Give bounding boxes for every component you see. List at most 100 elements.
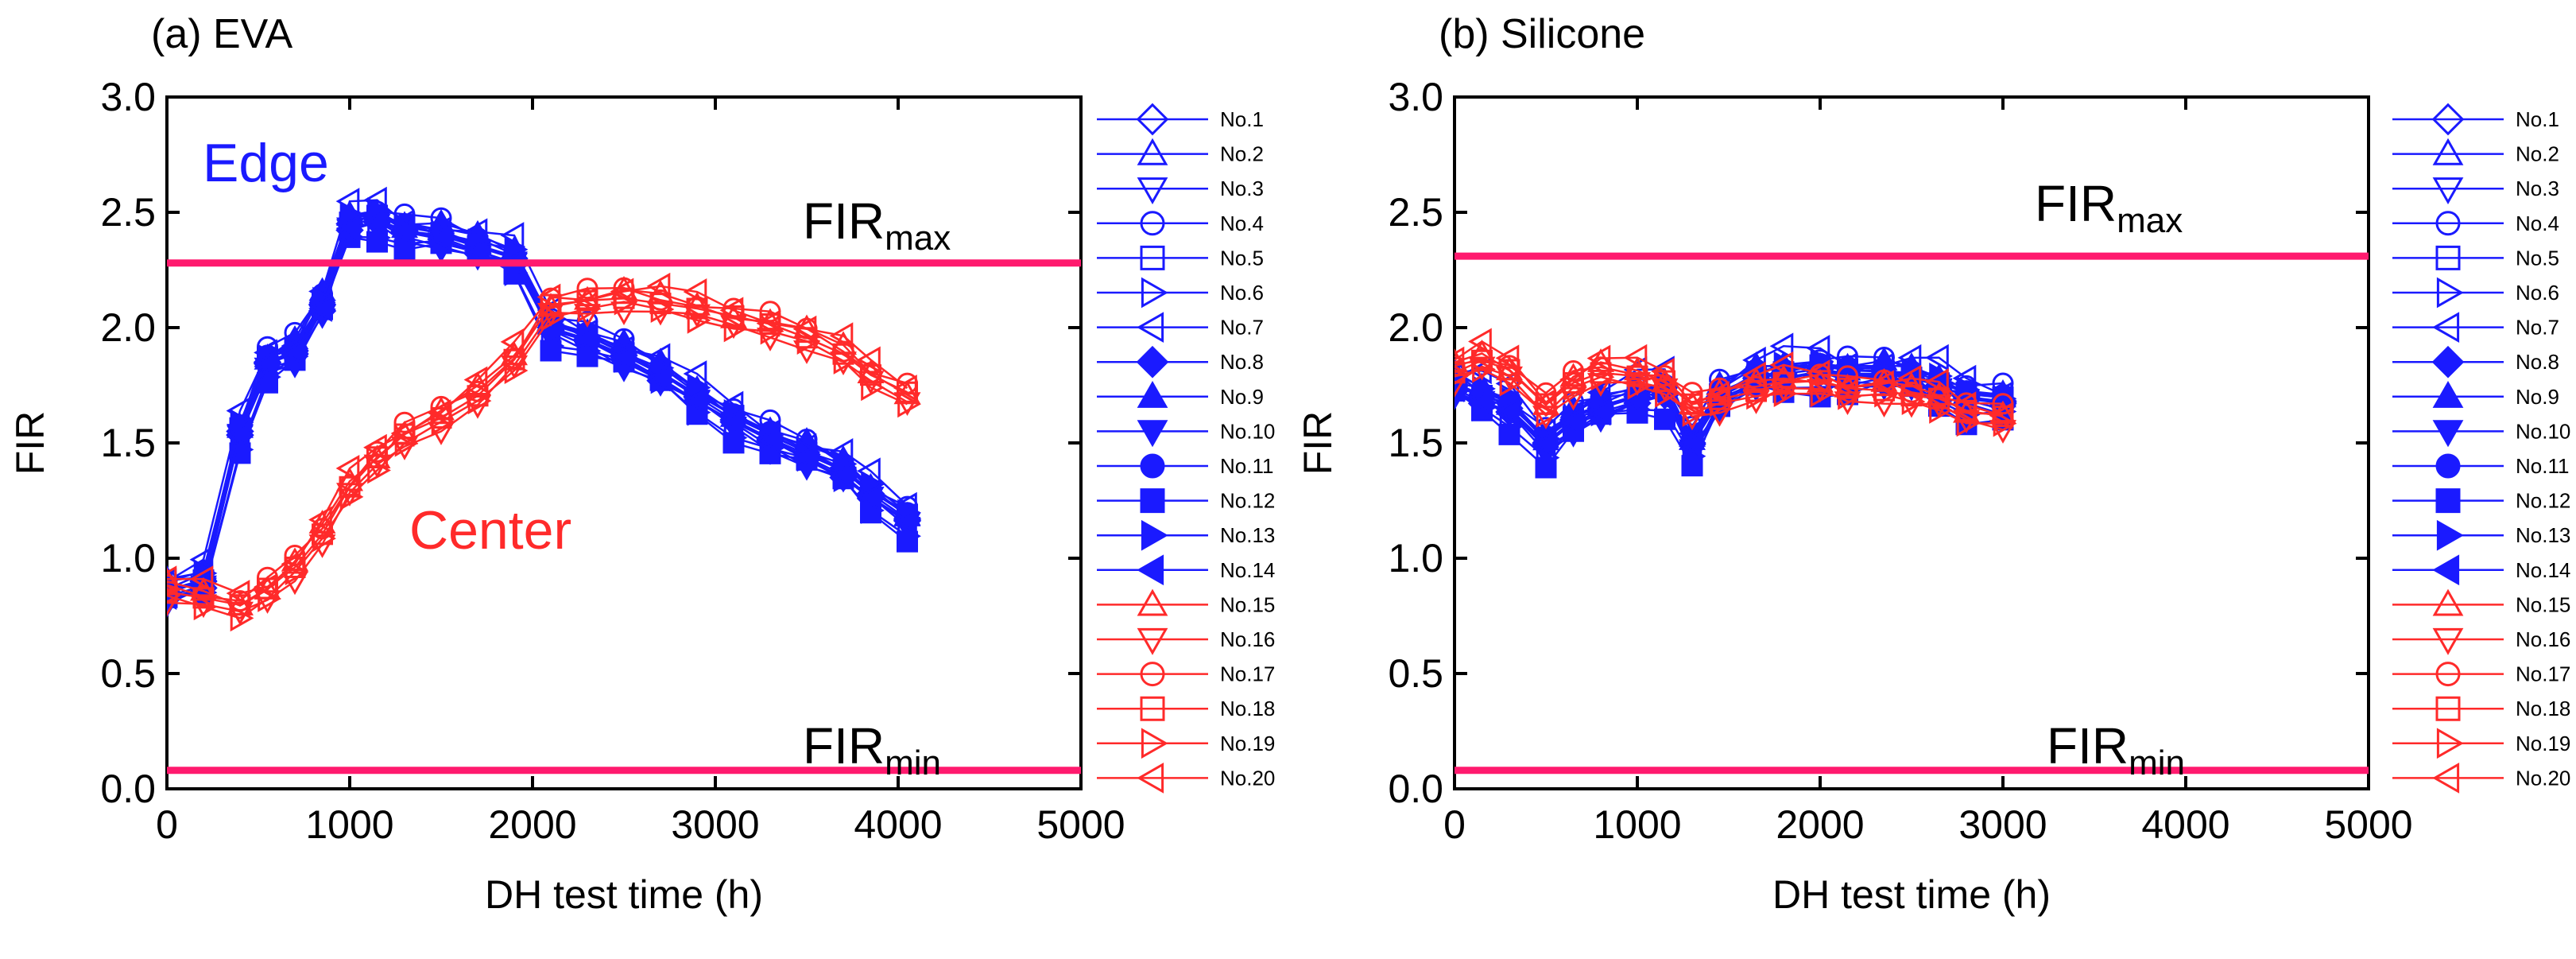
data-point-No.19	[614, 288, 638, 316]
legend-marker-No.17	[1140, 662, 1165, 687]
data-point-No.20	[1952, 391, 1977, 419]
data-point-No.12	[897, 530, 918, 553]
x-tick-label: 3000	[671, 802, 759, 847]
data-point-No.19	[312, 525, 336, 553]
legend-marker-No.14	[1137, 554, 1164, 586]
data-point-No.20	[500, 328, 525, 355]
legend-marker-No.2	[2432, 138, 2464, 165]
chart-title: (a) EVA	[151, 11, 293, 57]
series-layer	[167, 186, 922, 632]
x-tick-label: 3000	[1958, 802, 2047, 847]
data-point-No.19	[167, 588, 181, 604]
data-point-No.20	[167, 565, 177, 593]
x-tick-label: 4000	[2141, 802, 2229, 847]
legend-marker-No.2	[1137, 138, 1168, 165]
data-point-No.20	[335, 454, 360, 482]
legend-label: No.18	[1220, 697, 1275, 720]
y-tick-label: 1.0	[1388, 536, 1443, 580]
data-point-No.14	[363, 208, 387, 235]
legend-marker-No.20	[2432, 763, 2460, 794]
data-point-No.20	[537, 283, 561, 311]
data-point-No.14	[1678, 430, 1702, 458]
x-tick-label: 4000	[854, 802, 942, 847]
data-point-No.20	[610, 278, 634, 305]
legend-marker-No.1	[1136, 103, 1169, 136]
y-tick-label: 0.0	[100, 767, 156, 811]
y-tick-label: 3.0	[100, 75, 156, 119]
hline-label-FIRmax: FIRmax	[803, 192, 951, 258]
data-point-No.19	[833, 347, 858, 375]
legend-label: No.4	[2516, 212, 2559, 235]
data-point-No.20	[1586, 344, 1611, 372]
legend-marker-No.18	[2435, 696, 2461, 721]
legend-eva: No.1 No.2 No.3 No.4 No.5 No.6 No.7 No.8 No.9 No.1…	[1097, 103, 1275, 794]
data-point-No.20	[719, 297, 744, 324]
data-point-No.20	[1806, 359, 1830, 387]
data-point-No.19	[1929, 396, 1953, 424]
data-point-No.19	[1472, 355, 1496, 383]
legend-marker-No.15	[1137, 588, 1168, 616]
y-tick-label: 3.0	[1388, 75, 1443, 119]
legend-label: No.5	[2516, 246, 2559, 270]
legend-marker-No.9	[1137, 380, 1168, 408]
legend-marker-No.19	[1141, 728, 1168, 759]
data-point-No.20	[792, 315, 817, 343]
x-tick-label: 5000	[1036, 802, 1125, 847]
data-point-No.19	[1655, 380, 1679, 408]
x-axis-label: DH test time (h)	[485, 872, 763, 917]
legend-marker-No.17	[2435, 662, 2461, 687]
data-point-No.14	[573, 326, 598, 354]
x-tick-label: 1000	[305, 802, 393, 847]
series-layer	[1455, 328, 2017, 479]
data-point-No.14	[308, 294, 332, 322]
legend-label: No.10	[2516, 419, 2570, 443]
data-point-No.14	[1586, 398, 1611, 426]
data-point-No.14	[829, 461, 854, 489]
legend-label: No.5	[1220, 246, 1264, 270]
data-point-No.14	[254, 349, 277, 377]
data-point-No.20	[1495, 344, 1520, 372]
hline-label-FIRmin: FIRmin	[2047, 717, 2185, 782]
data-point-No.20	[1455, 346, 1465, 374]
x-axis-label: DH test time (h)	[1772, 872, 2051, 917]
data-point-No.19	[339, 483, 364, 511]
data-point-No.20	[1678, 390, 1702, 417]
data-point-No.14	[610, 344, 634, 371]
y-tick-label: 1.0	[100, 536, 156, 580]
data-point-No.16	[574, 304, 601, 328]
legend-label: No.2	[1220, 142, 1264, 166]
legend-marker-No.9	[2432, 380, 2464, 408]
data-point-No.12	[1535, 456, 1557, 479]
data-point-No.14	[683, 387, 707, 415]
data-point-No.14	[1468, 387, 1492, 415]
legend-marker-No.5	[1140, 245, 1165, 270]
chart-title: (b) Silicone	[1439, 11, 1645, 57]
data-point-No.19	[723, 315, 748, 343]
legend-marker-No.8	[2431, 345, 2465, 379]
y-tick-label: 2.0	[100, 305, 156, 350]
data-point-No.19	[540, 304, 565, 332]
legend-marker-No.14	[2432, 554, 2460, 586]
legend-label: No.12	[1220, 489, 1275, 513]
legend-label: No.6	[2516, 281, 2559, 305]
legend-label: No.20	[1220, 766, 1275, 790]
data-point-No.19	[1682, 399, 1706, 427]
data-point-No.20	[226, 580, 250, 608]
chart-silicone: (b) Silicone 0 1000 2000 3000 4000 5000 0.0 0.5 1…	[1296, 11, 2570, 917]
data-point-No.16	[167, 592, 180, 617]
y-tick-label: 0.5	[1388, 651, 1443, 696]
data-point-No.20	[463, 366, 488, 394]
y-tick-label: 2.5	[1388, 190, 1443, 235]
legend-marker-No.7	[1137, 312, 1164, 343]
data-point-No.19	[504, 357, 529, 385]
legend-marker-No.10	[2432, 420, 2464, 448]
data-point-No.19	[1455, 368, 1469, 385]
data-point-No.14	[281, 339, 305, 367]
legend-label: No.18	[2516, 697, 2570, 720]
y-axis-label: FIR	[8, 411, 52, 476]
data-point-No.12	[722, 432, 745, 454]
data-point-No.19	[467, 387, 492, 415]
data-point-No.20	[1651, 358, 1675, 386]
data-point-No.19	[1874, 380, 1898, 408]
